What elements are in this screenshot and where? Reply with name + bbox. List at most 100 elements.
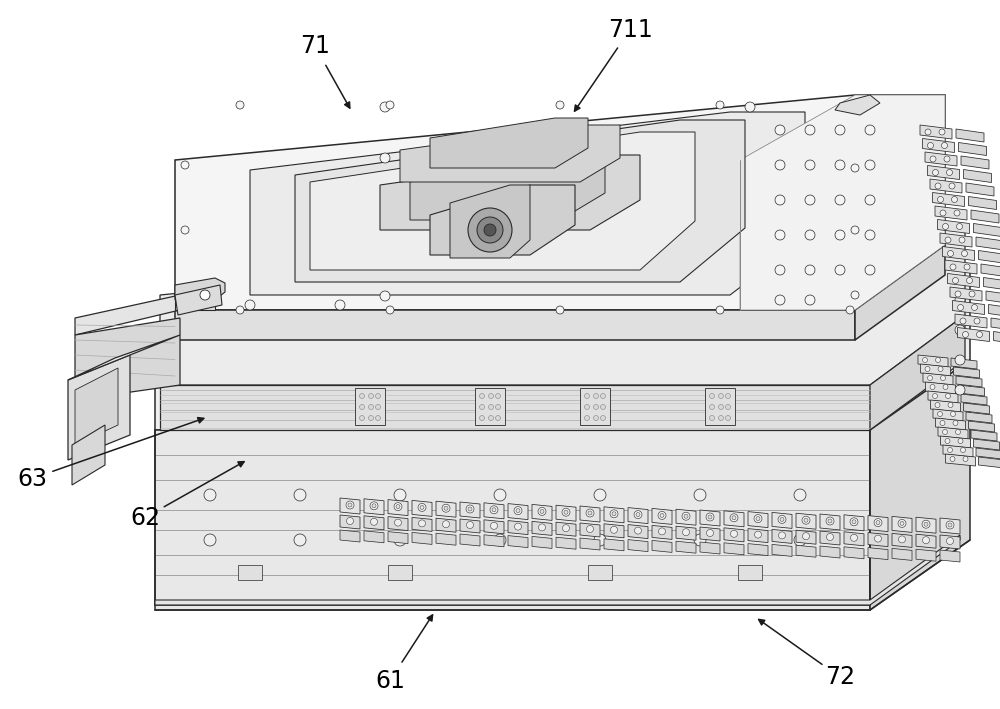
Circle shape [380,153,390,163]
Circle shape [634,510,642,518]
Circle shape [594,415,598,420]
Polygon shape [412,532,432,545]
Circle shape [865,265,875,275]
Polygon shape [340,530,360,542]
Polygon shape [450,185,530,258]
Polygon shape [475,388,505,425]
Circle shape [922,537,930,544]
Polygon shape [964,403,990,414]
Circle shape [236,101,244,109]
Circle shape [204,534,216,546]
Polygon shape [388,532,408,544]
Polygon shape [295,120,745,282]
Circle shape [468,208,512,252]
Circle shape [802,516,810,524]
Circle shape [958,438,963,444]
Circle shape [835,160,845,170]
Circle shape [718,393,724,398]
Polygon shape [928,165,960,179]
Circle shape [588,511,592,515]
Circle shape [716,306,724,314]
Polygon shape [796,530,816,545]
Polygon shape [238,565,262,580]
Polygon shape [971,430,997,441]
Circle shape [850,518,858,526]
Circle shape [730,530,738,537]
Polygon shape [940,233,972,247]
Polygon shape [580,506,600,522]
Polygon shape [250,112,805,295]
Circle shape [958,304,964,311]
Circle shape [294,534,306,546]
Polygon shape [772,513,792,528]
Circle shape [584,405,590,410]
Polygon shape [556,523,576,536]
Circle shape [950,457,955,462]
Circle shape [852,520,856,524]
Circle shape [600,393,606,398]
Text: 63: 63 [17,467,47,491]
Circle shape [716,101,724,109]
Polygon shape [72,425,105,485]
Circle shape [775,295,785,305]
Polygon shape [796,545,816,557]
Polygon shape [991,318,1000,331]
Polygon shape [724,527,744,542]
Circle shape [945,237,951,243]
Circle shape [636,513,640,517]
Circle shape [444,506,448,510]
Polygon shape [628,525,648,539]
Polygon shape [68,355,130,460]
Circle shape [955,291,961,297]
Circle shape [802,532,810,540]
Circle shape [851,291,859,299]
Polygon shape [952,301,984,315]
Circle shape [726,415,730,420]
Circle shape [708,515,712,519]
Circle shape [600,405,606,410]
Circle shape [835,195,845,205]
Polygon shape [981,264,1000,277]
Polygon shape [958,328,990,342]
Circle shape [684,514,688,518]
Circle shape [488,405,494,410]
Circle shape [946,537,954,545]
Circle shape [730,514,738,522]
Polygon shape [412,501,432,516]
Polygon shape [968,196,996,209]
Polygon shape [938,427,968,439]
Polygon shape [922,138,954,152]
Circle shape [835,125,845,135]
Polygon shape [946,454,976,466]
Polygon shape [772,530,792,543]
Circle shape [835,265,845,275]
Polygon shape [956,376,982,387]
Circle shape [850,535,858,541]
Polygon shape [976,237,1000,250]
Polygon shape [925,152,957,166]
Polygon shape [388,517,408,530]
Polygon shape [942,247,974,260]
Polygon shape [508,520,528,535]
Polygon shape [868,547,888,559]
Polygon shape [484,535,504,547]
Circle shape [775,125,785,135]
Polygon shape [892,533,912,547]
Circle shape [480,415,484,420]
Circle shape [922,357,928,362]
Circle shape [494,534,506,546]
Polygon shape [738,565,762,580]
Circle shape [925,129,931,135]
Circle shape [610,510,618,518]
Polygon shape [705,388,735,425]
Circle shape [490,523,498,530]
Polygon shape [940,436,970,448]
Circle shape [484,224,496,236]
Circle shape [925,367,930,372]
Polygon shape [974,223,1000,237]
Circle shape [942,143,948,148]
Circle shape [959,237,965,243]
Polygon shape [340,515,360,529]
Circle shape [368,393,374,398]
Polygon shape [988,304,1000,318]
